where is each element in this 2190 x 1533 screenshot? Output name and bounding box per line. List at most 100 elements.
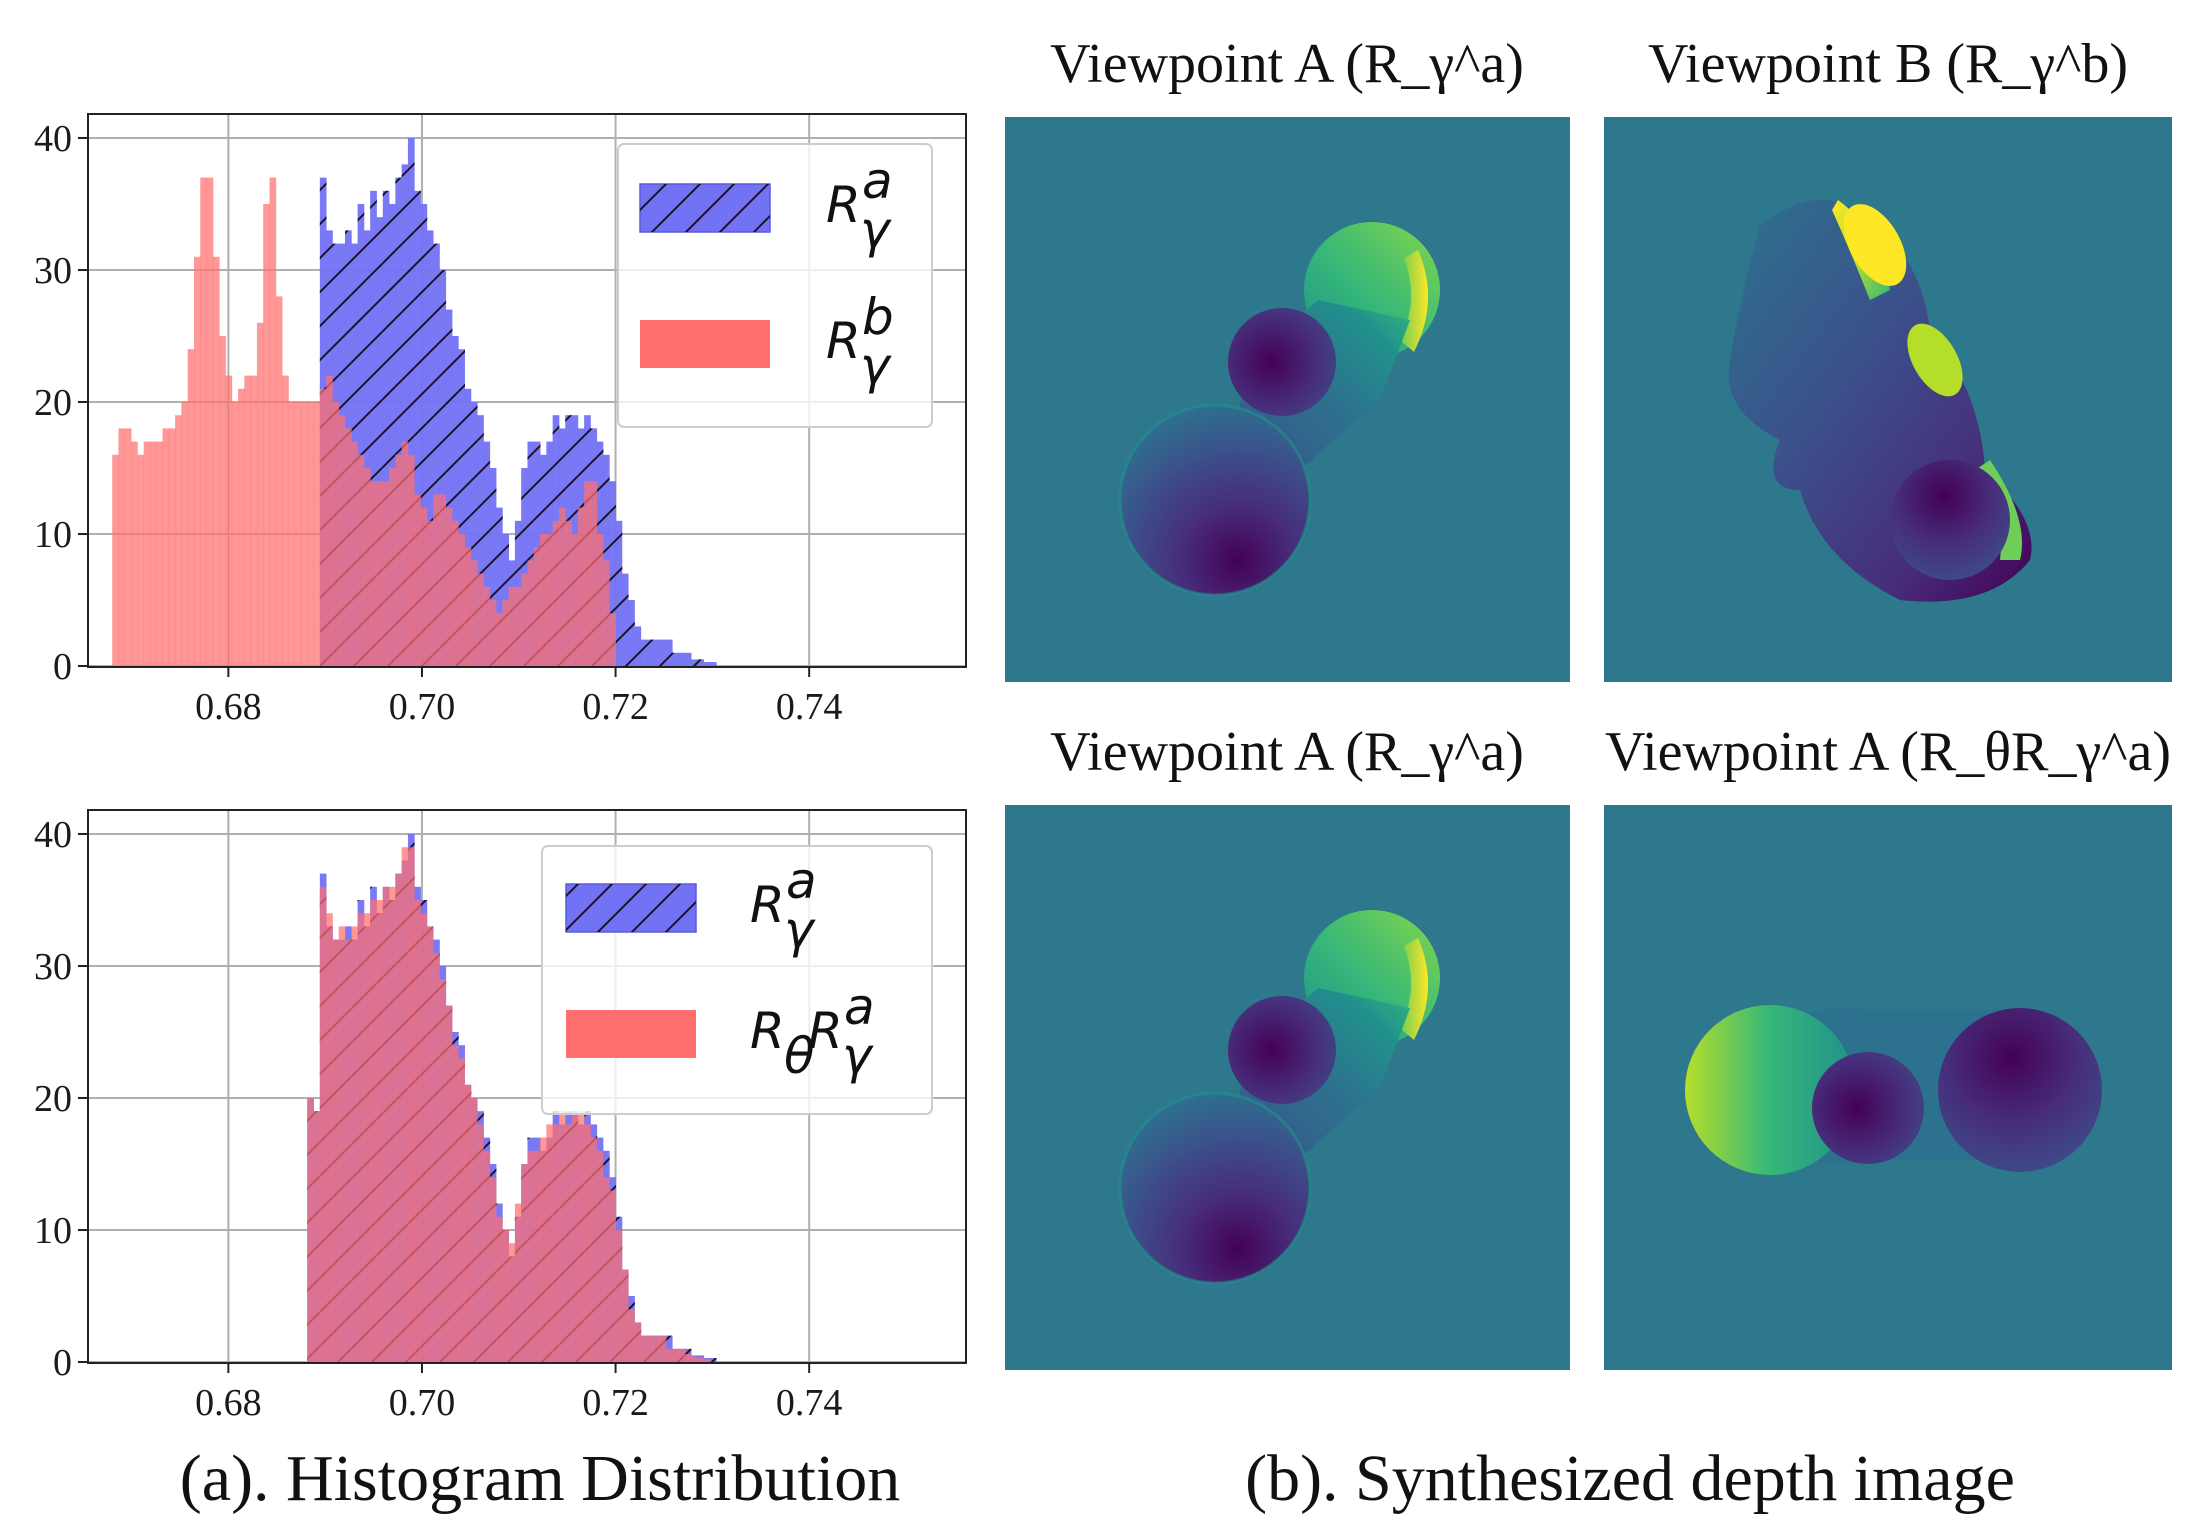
bar-blue-hatch [628,600,635,666]
bar-blue-hatch [464,388,472,666]
bar-red [407,454,415,666]
bar-blue-hatch [439,270,447,666]
bar-red [212,256,220,666]
bar-red [584,481,591,666]
bar-red [577,507,585,666]
bar-red [238,388,245,666]
bar-red [162,428,170,666]
bar-red [521,573,528,666]
histogram-top: 0.68 0.70 0.72 0.74 0 10 20 30 40 R γ a R γ b [34,113,967,728]
y-tick-label: 0 [53,1342,72,1384]
legend-label-bottom-a-sub: γ [784,901,816,959]
bar-red [697,1358,705,1362]
bar-red [225,375,233,666]
bar-red [389,886,396,1362]
bar-blue-hatch [363,230,371,666]
bar-red [483,1150,491,1362]
legend-swatch-red-bottom [566,1010,696,1058]
depth-title-4: Viewpoint A (R_θR_γ^a) [1605,721,2171,783]
bar-red [502,600,510,666]
bar-red [357,913,365,1362]
bar-red [370,481,377,666]
bar-blue-hatch [703,662,711,666]
bar-red [546,534,554,666]
legend-label-top-a-sub: γ [860,201,892,259]
depth-image-2 [1604,117,2172,682]
bar-red [401,441,409,666]
bar-red [451,1045,459,1362]
depth-title-1: Viewpoint A (R_γ^a) [1050,33,1524,95]
bar-red [326,375,333,666]
depth-image-4 [1604,805,2172,1370]
bar-red [193,256,201,666]
bar-red [508,1243,516,1362]
bar-red [672,1348,679,1362]
bar-red [477,573,484,666]
legend-label-bottom-b: R [750,1002,785,1060]
bar-red [546,1124,554,1362]
bar-red [250,375,258,666]
bar-blue-hatch [691,659,698,666]
bar-red [552,1124,560,1362]
bar-red [131,441,138,666]
bar-red [414,900,421,1362]
bar-red [439,494,447,666]
bar-red [313,402,321,666]
y-tick-label: 30 [34,250,72,292]
legend-label-bottom-a: R [750,876,785,934]
bar-red [647,1335,654,1362]
bar-blue-hatch [665,639,673,666]
bar-red [275,296,283,666]
bar-red [376,481,384,666]
bar-red [382,886,390,1362]
bar-red [464,547,472,666]
bar-red [558,507,566,666]
bar-red [282,375,289,666]
bar-red [684,1354,692,1362]
bar-red [256,322,264,666]
bar-red [496,1216,503,1362]
bar-blue-hatch [489,468,497,666]
y-tick-label: 30 [34,946,72,988]
bar-blue-hatch [709,1358,717,1362]
bar-red [363,913,371,1362]
bar-red [514,586,522,666]
bar-red [332,939,340,1362]
legend-label-top-a-sup: a [862,152,893,210]
bar-red [319,886,327,1362]
bar-red [477,1124,484,1362]
depth-title-3: Viewpoint A (R_γ^a) [1050,721,1524,783]
legend-label-top-b: R [826,312,861,370]
plot-border [87,809,967,1364]
bar-blue-hatch [389,204,396,666]
plot-border [87,113,967,668]
bar-red [149,441,157,666]
bar-red [288,402,296,666]
y-tick-label: 10 [34,1210,72,1252]
bar-blue-hatch [621,573,629,666]
bar-red [621,1269,629,1362]
bar-red [659,1335,667,1362]
legend-swatch-blue-hatch-top [640,184,770,232]
bar-red [395,454,403,666]
bar-blue-hatch [407,138,415,666]
bar-red [433,494,440,666]
depth-image-3 [1005,805,1570,1370]
bar-red [634,1322,642,1362]
bar-red [426,926,434,1362]
bar-red [552,520,560,666]
bar-blue-hatch [647,639,654,666]
bar-blue-hatch [401,164,409,666]
bar-red [640,1335,648,1362]
x-tick-label: 0.68 [195,1382,262,1424]
bar-red [175,415,182,666]
bar-red [395,873,403,1362]
bar-blue-hatch [382,190,390,667]
bars-bottom [307,834,717,1362]
bar-blue-hatch [640,639,648,666]
depth-image-1 [1005,117,1570,682]
bar-red [665,1348,673,1362]
bar-red [508,586,516,666]
bar-red [357,454,365,666]
bar-red [558,1111,566,1362]
